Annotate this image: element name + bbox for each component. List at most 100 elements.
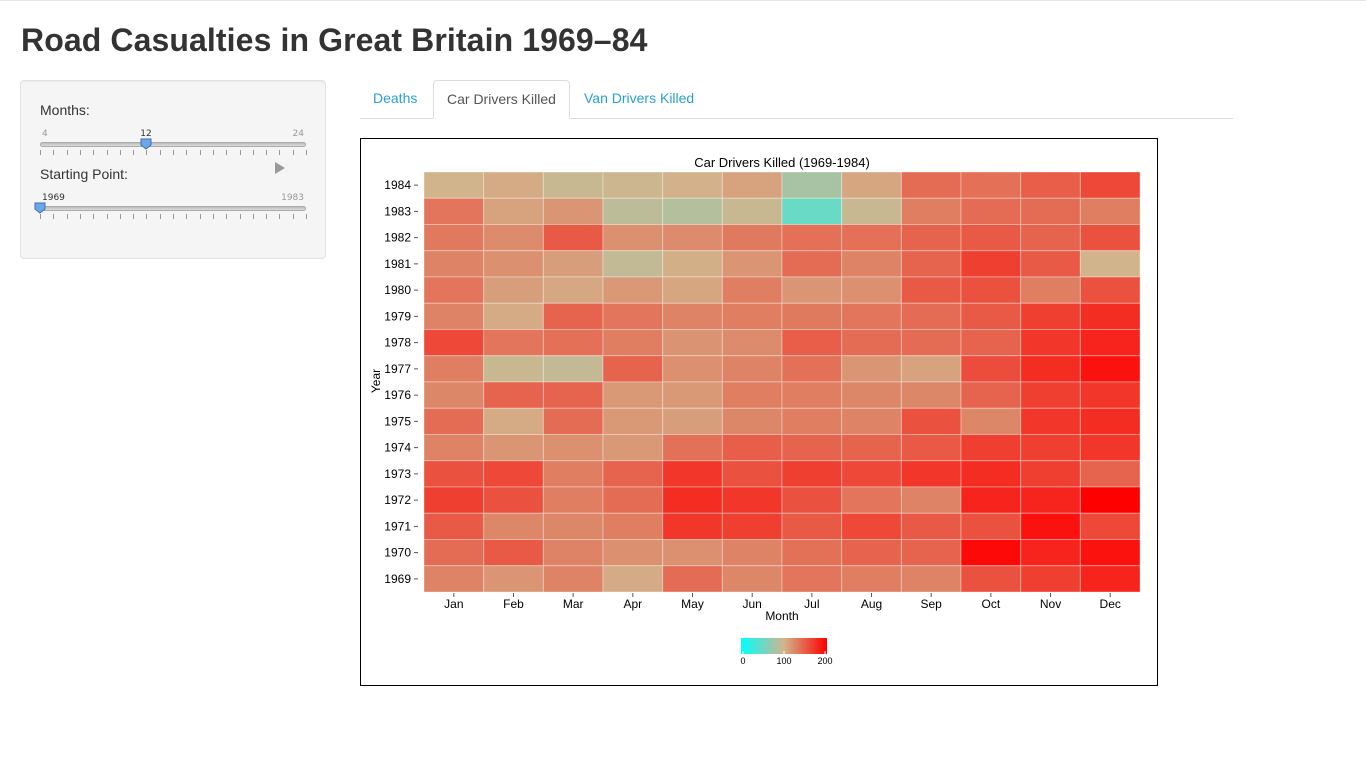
x-tick-label: Aug — [861, 597, 882, 611]
heatmap-cell — [483, 407, 544, 435]
heatmap-cell — [1079, 224, 1141, 252]
slider-tick — [119, 214, 121, 219]
tab-car-drivers-killed[interactable]: Car Drivers Killed — [433, 80, 570, 119]
slider-tick — [66, 150, 68, 155]
heatmap-cell — [960, 197, 1022, 225]
legend-tick-label: 100 — [776, 656, 791, 666]
heatmap-cell — [483, 250, 544, 278]
heatmap-cell — [841, 460, 902, 488]
heatmap-cell — [841, 171, 902, 199]
starting-point-slider[interactable]: 1969 1983 — [34, 193, 307, 233]
chart-title: Car Drivers Killed (1969-1984) — [694, 155, 870, 170]
slider-tick — [199, 150, 201, 155]
starting-point-slider-track[interactable] — [40, 206, 306, 211]
heatmap-cell — [960, 329, 1022, 357]
slider-tick — [79, 214, 81, 219]
months-slider[interactable]: 4 12 24 — [40, 129, 307, 169]
heatmap-cell — [721, 224, 783, 252]
slider-tick — [173, 150, 174, 155]
slider-tick — [306, 150, 307, 155]
heatmap-cell — [960, 302, 1022, 330]
heatmap-cell — [1079, 329, 1141, 357]
heatmap-cell — [423, 486, 485, 514]
y-tick-label: 1978 — [384, 336, 411, 350]
slider-tick — [40, 150, 41, 155]
slider-tick — [266, 150, 268, 155]
y-tick-label: 1976 — [384, 388, 411, 402]
heatmap-cell — [602, 276, 664, 304]
heatmap-cell — [1079, 171, 1141, 199]
play-icon[interactable] — [275, 162, 285, 174]
heatmap-cell — [960, 171, 1022, 199]
heatmap-cells — [423, 171, 1141, 593]
heatmap-cell — [900, 434, 962, 462]
slider-tick — [212, 150, 214, 155]
x-tick-label: Sep — [921, 597, 943, 611]
heatmap-cell — [423, 171, 485, 199]
heatmap-cell — [602, 197, 664, 225]
heatmap-cell — [602, 460, 664, 488]
heatmap-cell — [721, 460, 783, 488]
months-label: Months: — [40, 102, 90, 118]
heatmap-cell — [423, 512, 485, 540]
heatmap-cell — [662, 355, 723, 383]
slider-tick — [199, 214, 201, 219]
heatmap-cell — [483, 565, 544, 593]
heatmap-cell — [781, 460, 843, 488]
heatmap-cell — [900, 329, 962, 357]
x-tick-label: May — [681, 597, 704, 611]
heatmap-cell — [483, 197, 544, 225]
heatmap-cell — [900, 171, 962, 199]
heatmap-cell — [1020, 512, 1081, 540]
heatmap-cell — [841, 329, 902, 357]
heatmap-cell — [900, 565, 962, 593]
heatmap-cell — [841, 434, 902, 462]
heatmap-cell — [602, 512, 664, 540]
months-slider-handle[interactable] — [140, 138, 152, 150]
slider-tick — [40, 214, 41, 219]
x-tick-label: Dec — [1100, 597, 1121, 611]
heatmap-cell — [721, 407, 783, 435]
heatmap-cell — [542, 224, 604, 252]
slider-tick — [279, 150, 281, 155]
y-axis-label: Year — [369, 369, 383, 393]
heatmap-cell — [721, 381, 783, 409]
heatmap-cell — [781, 381, 843, 409]
heatmap-cell — [483, 381, 544, 409]
heatmap-cell — [781, 355, 843, 383]
heatmap-cell — [662, 302, 723, 330]
heatmap-cell — [1079, 302, 1141, 330]
heatmap-cell — [900, 539, 962, 567]
heatmap-cell — [423, 565, 485, 593]
heatmap-cell — [1020, 329, 1081, 357]
heatmap-cell — [960, 486, 1022, 514]
heatmap-cell — [542, 250, 604, 278]
slider-tick — [252, 214, 254, 219]
heatmap-cell — [781, 276, 843, 304]
heatmap-cell — [542, 539, 604, 567]
heatmap-cell — [423, 434, 485, 462]
heatmap-cell — [721, 250, 783, 278]
starting-point-slider-min: 1969 — [42, 193, 65, 203]
heatmap-cell — [602, 434, 664, 462]
months-slider-track[interactable] — [40, 142, 306, 147]
starting-point-slider-handle[interactable] — [34, 202, 46, 214]
tab-van-drivers-killed[interactable]: Van Drivers Killed — [584, 90, 695, 106]
heatmap-cell — [1020, 250, 1081, 278]
tab-deaths[interactable]: Deaths — [373, 90, 418, 106]
x-tick-label: Nov — [1040, 597, 1061, 611]
heatmap-cell — [900, 197, 962, 225]
heatmap-cell — [542, 197, 604, 225]
heatmap-cell — [542, 565, 604, 593]
legend-tick-label: 0 — [740, 656, 745, 666]
heatmap-cell — [483, 302, 544, 330]
months-slider-max: 24 — [292, 129, 304, 139]
heatmap-cell — [423, 460, 485, 488]
x-tick-label: Oct — [982, 597, 1001, 611]
heatmap-cell — [781, 565, 843, 593]
heatmap-cell — [960, 460, 1022, 488]
heatmap-cell — [721, 329, 783, 357]
heatmap-cell — [423, 276, 485, 304]
y-tick-label: 1975 — [384, 414, 411, 428]
y-tick-label: 1980 — [384, 283, 411, 297]
